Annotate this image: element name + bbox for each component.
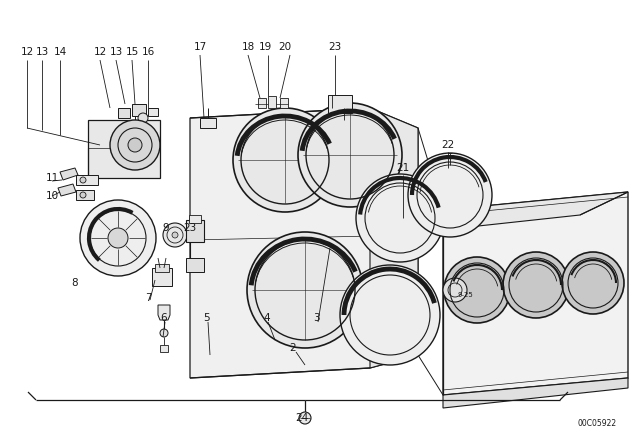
- Circle shape: [299, 412, 311, 424]
- Bar: [189, 215, 201, 223]
- Text: 24: 24: [296, 413, 308, 423]
- Bar: [118, 108, 130, 118]
- Text: 23: 23: [184, 223, 196, 233]
- Text: 8: 8: [72, 278, 78, 288]
- Circle shape: [356, 174, 444, 262]
- Text: 23: 23: [328, 42, 342, 52]
- Text: 17: 17: [193, 42, 207, 52]
- Text: 11: 11: [45, 173, 59, 183]
- Text: 9-25: 9-25: [457, 292, 473, 298]
- Circle shape: [562, 252, 624, 314]
- Circle shape: [163, 223, 187, 247]
- Circle shape: [443, 278, 467, 302]
- Circle shape: [247, 232, 363, 348]
- Text: 9: 9: [163, 223, 170, 233]
- Polygon shape: [395, 192, 628, 235]
- Text: 22: 22: [442, 140, 454, 150]
- Polygon shape: [190, 108, 418, 378]
- Circle shape: [128, 138, 142, 152]
- Bar: [76, 190, 94, 200]
- Text: 16: 16: [141, 47, 155, 57]
- Polygon shape: [370, 108, 418, 368]
- Circle shape: [298, 103, 402, 207]
- Polygon shape: [443, 378, 628, 408]
- Circle shape: [408, 153, 492, 237]
- Text: 2: 2: [290, 343, 296, 353]
- Circle shape: [80, 177, 86, 183]
- Circle shape: [503, 252, 569, 318]
- Circle shape: [80, 192, 86, 198]
- Circle shape: [233, 108, 337, 212]
- Circle shape: [444, 257, 510, 323]
- Text: 13: 13: [109, 47, 123, 57]
- Text: 19: 19: [259, 42, 271, 52]
- Text: 4: 4: [264, 313, 270, 323]
- Text: 20: 20: [278, 42, 292, 52]
- Text: 12: 12: [20, 47, 34, 57]
- Circle shape: [160, 329, 168, 337]
- Text: 21: 21: [396, 163, 410, 173]
- Circle shape: [172, 232, 178, 238]
- Bar: [280, 98, 288, 108]
- Text: 15: 15: [125, 47, 139, 57]
- Text: 7: 7: [145, 293, 151, 303]
- Text: 18: 18: [241, 42, 255, 52]
- Bar: [258, 98, 266, 108]
- Circle shape: [80, 200, 156, 276]
- Text: 6: 6: [161, 313, 167, 323]
- Polygon shape: [58, 184, 76, 196]
- Polygon shape: [160, 345, 168, 352]
- Circle shape: [340, 265, 440, 365]
- Polygon shape: [158, 305, 170, 320]
- Circle shape: [138, 113, 148, 123]
- Bar: [328, 95, 352, 113]
- Bar: [200, 118, 216, 128]
- Bar: [268, 96, 276, 108]
- Text: 3: 3: [313, 313, 319, 323]
- Polygon shape: [60, 168, 78, 180]
- Polygon shape: [443, 192, 628, 395]
- Circle shape: [108, 228, 128, 248]
- Text: 10: 10: [45, 191, 59, 201]
- Bar: [155, 264, 169, 272]
- Text: 14: 14: [53, 47, 67, 57]
- Text: 00C05922: 00C05922: [577, 418, 616, 427]
- Bar: [148, 108, 158, 116]
- Bar: [76, 175, 98, 185]
- Text: 13: 13: [35, 47, 49, 57]
- Bar: [132, 104, 146, 116]
- Bar: [152, 268, 172, 286]
- Bar: [186, 258, 204, 272]
- Text: 5: 5: [204, 313, 211, 323]
- Text: 12: 12: [93, 47, 107, 57]
- Circle shape: [110, 120, 160, 170]
- Bar: [88, 120, 160, 178]
- Bar: [186, 220, 204, 242]
